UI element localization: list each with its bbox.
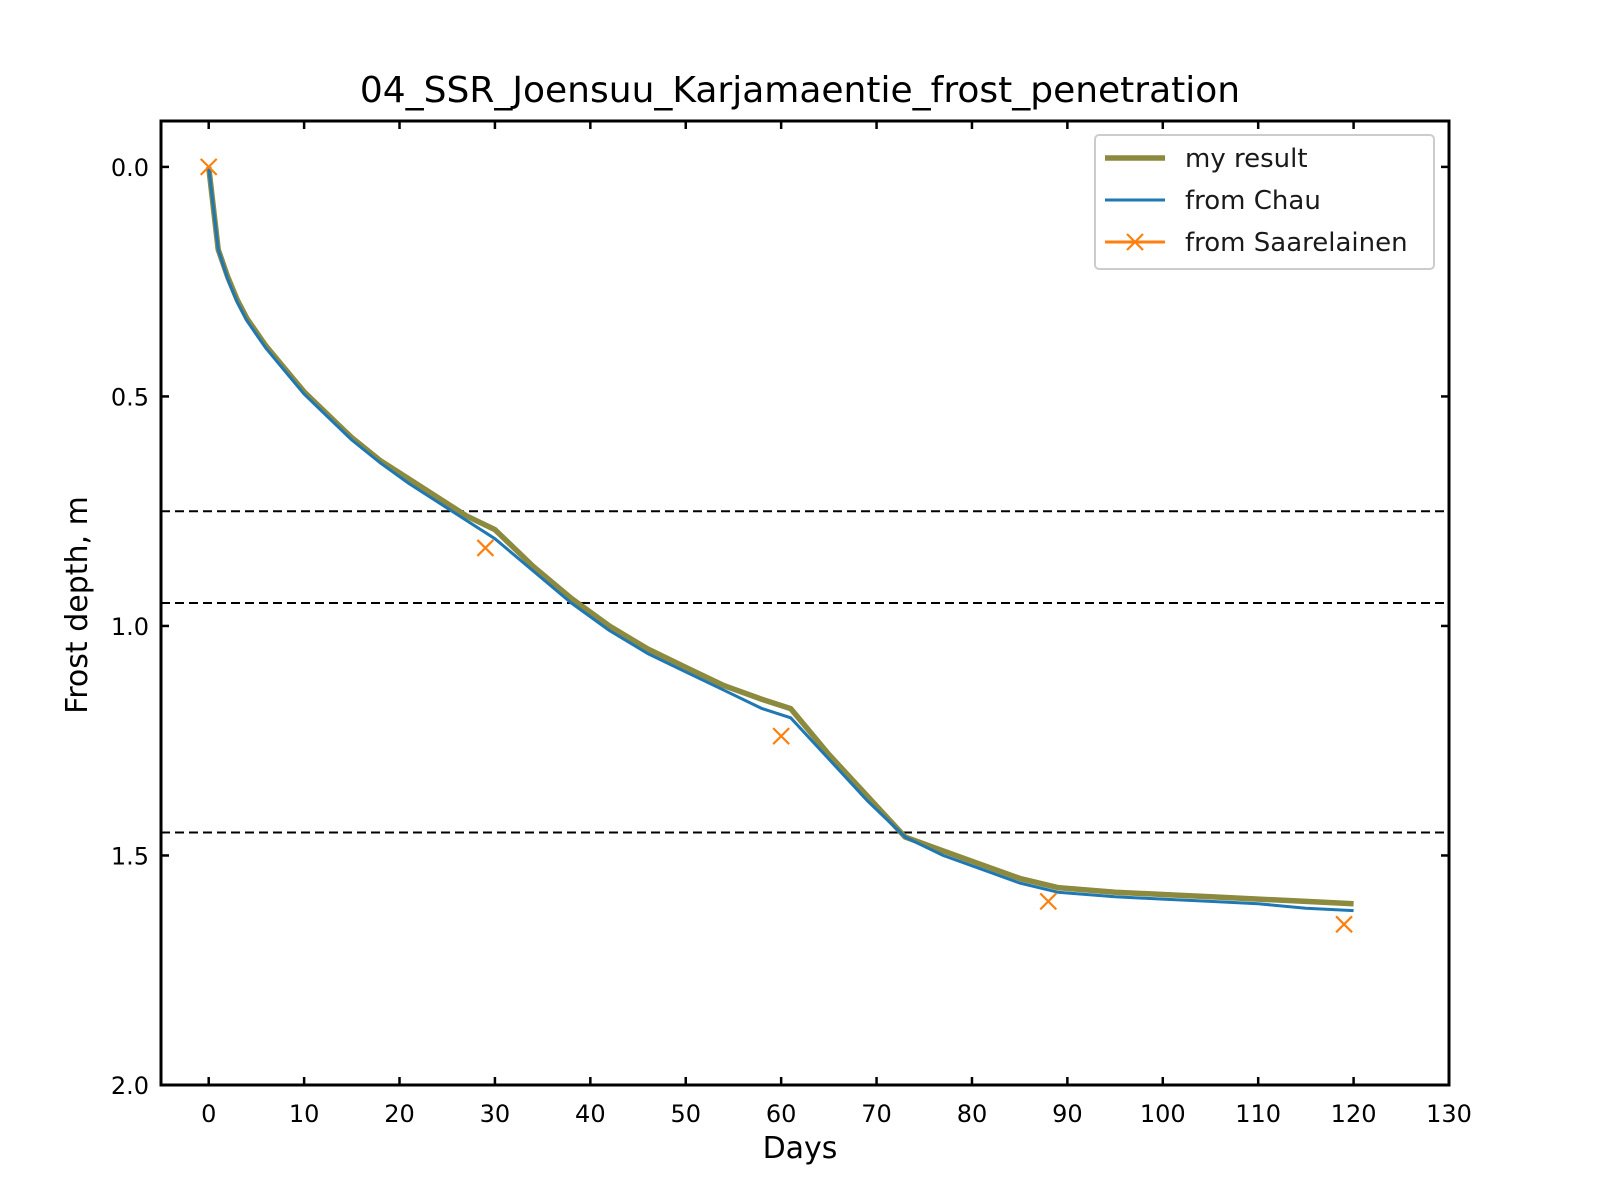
x-tick-label: 50 (670, 1100, 701, 1128)
x-tick-label: 100 (1140, 1100, 1186, 1128)
y-tick-label: 0.5 (111, 383, 149, 411)
legend-entry: from Saarelainen (1105, 228, 1408, 258)
x-tick-label: 80 (957, 1100, 988, 1128)
data-point-stroke (476, 539, 495, 557)
x-tick-label: 60 (766, 1100, 797, 1128)
legend-entry: my result (1105, 144, 1308, 174)
x-tick-label: 130 (1426, 1100, 1472, 1128)
x-tick-label: 70 (861, 1100, 892, 1128)
y-tick-label: 1.5 (111, 842, 149, 870)
legend-label: from Chau (1185, 186, 1321, 216)
data-point (476, 539, 495, 557)
y-tick-label: 1.0 (111, 613, 149, 641)
data-point-stroke (199, 158, 218, 176)
data-point-stroke (1039, 892, 1058, 911)
x-tick-label: 120 (1331, 1100, 1377, 1128)
x-tick-label: 110 (1235, 1100, 1281, 1128)
data-point (1039, 892, 1058, 911)
legend-label: my result (1185, 144, 1308, 174)
chart-title: 04_SSR_Joensuu_Karjamaentie_frost_penetr… (360, 70, 1240, 111)
y-tick-label: 0.0 (111, 154, 149, 182)
plot-frame (159, 119, 1451, 1087)
x-tick-label: 30 (480, 1100, 511, 1128)
x-tick-label: 0 (201, 1100, 216, 1128)
legend: my result from Chau from Saarelainen (1094, 134, 1435, 270)
y-axis-title: Frost depth, m (60, 496, 95, 714)
x-tick-label: 20 (384, 1100, 415, 1128)
data-point (199, 158, 218, 176)
legend-box (1094, 134, 1435, 270)
data-point (1335, 915, 1353, 934)
x-tick-label: 40 (575, 1100, 606, 1128)
x-tick-label: 90 (1052, 1100, 1083, 1128)
x-tick-label: 10 (289, 1100, 320, 1128)
data-point (772, 727, 790, 745)
series-line-1 (205, 166, 1354, 907)
legend-label: from Saarelainen (1185, 228, 1408, 258)
legend-marker (1126, 233, 1144, 251)
data-point-stroke (1335, 915, 1353, 934)
x-axis-title: Days (763, 1131, 838, 1166)
data-point-stroke (772, 727, 790, 745)
series-line-2 (207, 166, 1354, 913)
y-tick-label: 2.0 (111, 1072, 149, 1100)
legend-entry: from Chau (1105, 186, 1321, 216)
plot-area: 0 10 20 30 40 50 60 70 80 90 100 110 120 130 0.0 0.5 1.0… (111, 119, 1472, 1128)
